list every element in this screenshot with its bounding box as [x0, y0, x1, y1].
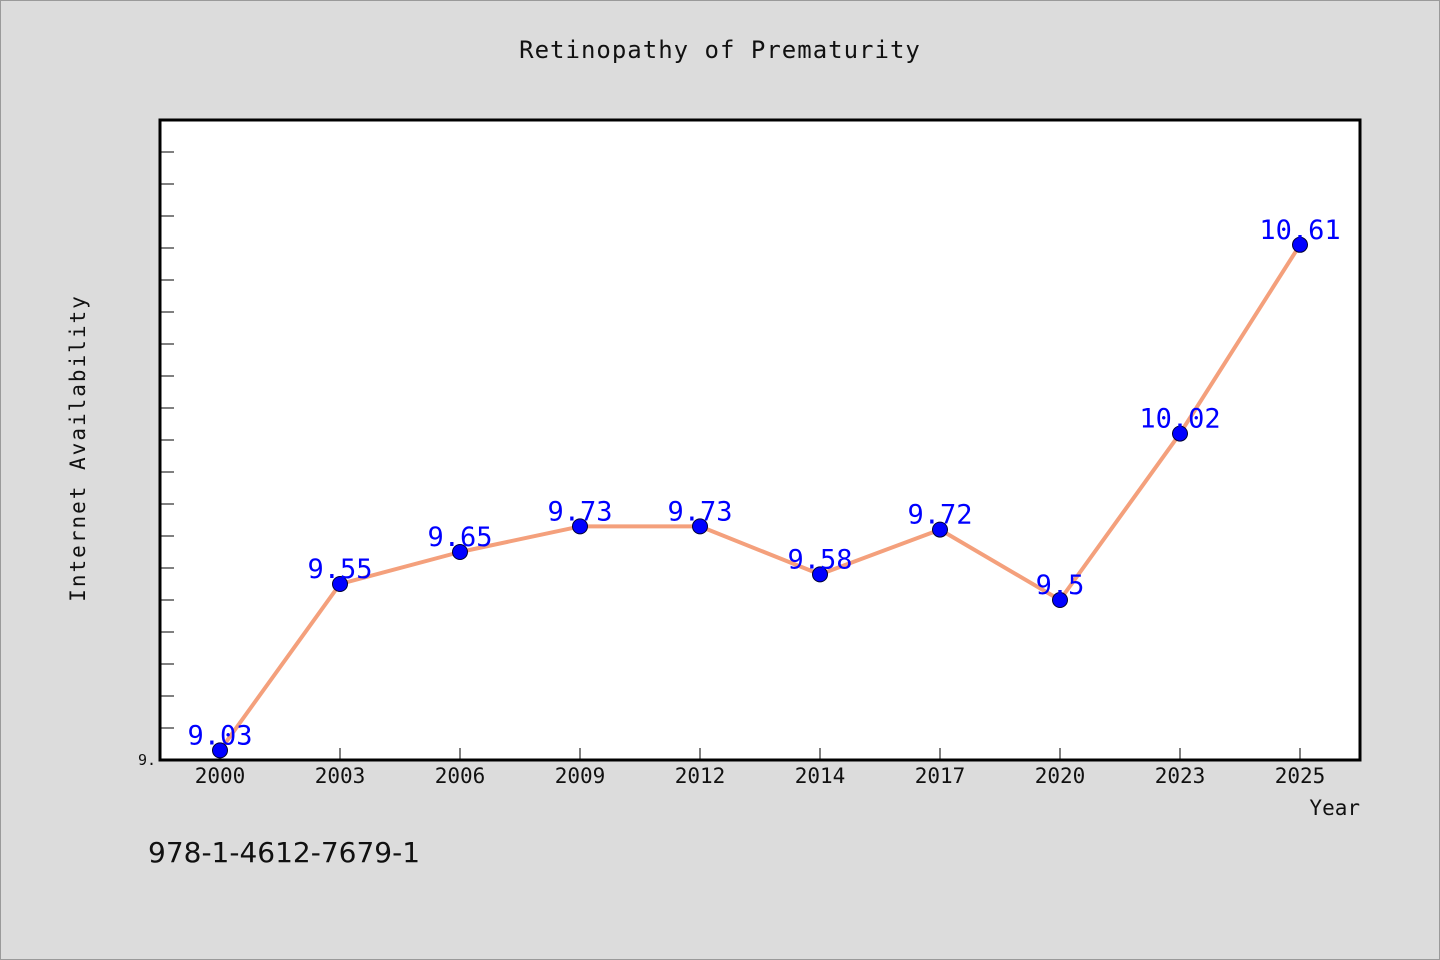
plot-area [158, 118, 1362, 762]
data-label: 10.61 [1259, 215, 1340, 246]
x-tick-label: 2006 [435, 764, 486, 788]
x-tick-label: 2003 [315, 764, 366, 788]
data-point [212, 742, 228, 759]
x-tick-label: 2025 [1275, 764, 1326, 788]
data-label: 9.5 [1036, 570, 1085, 601]
x-tick-label: 2009 [555, 764, 606, 788]
series-line [218, 243, 1302, 752]
data-point [332, 576, 348, 592]
data-label: 9.55 [307, 554, 372, 585]
x-tick-label: 2012 [675, 764, 726, 788]
x-axis-label: Year [1309, 796, 1360, 820]
y-tick-label: 9. [138, 751, 156, 769]
x-tick-label: 2014 [795, 764, 846, 788]
data-label: 9.65 [427, 522, 492, 553]
x-tick-label: 2000 [195, 764, 246, 788]
chart-title: Retinopathy of Prematurity [519, 36, 921, 64]
x-tick-label: 2023 [1155, 764, 1206, 788]
data-label: 9.73 [667, 496, 732, 527]
x-tick-label: 2017 [915, 764, 966, 788]
footer-code: 978-1-4612-7679-1 [148, 836, 421, 869]
data-point [1172, 425, 1188, 442]
data-point [1292, 236, 1308, 253]
data-label: 10.02 [1139, 404, 1220, 435]
data-point [692, 518, 708, 535]
data-label: 9.73 [547, 496, 612, 527]
data-point [572, 518, 588, 535]
data-point [1052, 592, 1068, 608]
x-tick-label: 2020 [1035, 764, 1086, 788]
data-label: 9.72 [907, 500, 972, 531]
data-point [932, 521, 948, 538]
data-point [812, 566, 828, 583]
data-point [452, 544, 468, 560]
data-label: 9.03 [187, 720, 252, 751]
data-label: 9.58 [787, 544, 852, 575]
